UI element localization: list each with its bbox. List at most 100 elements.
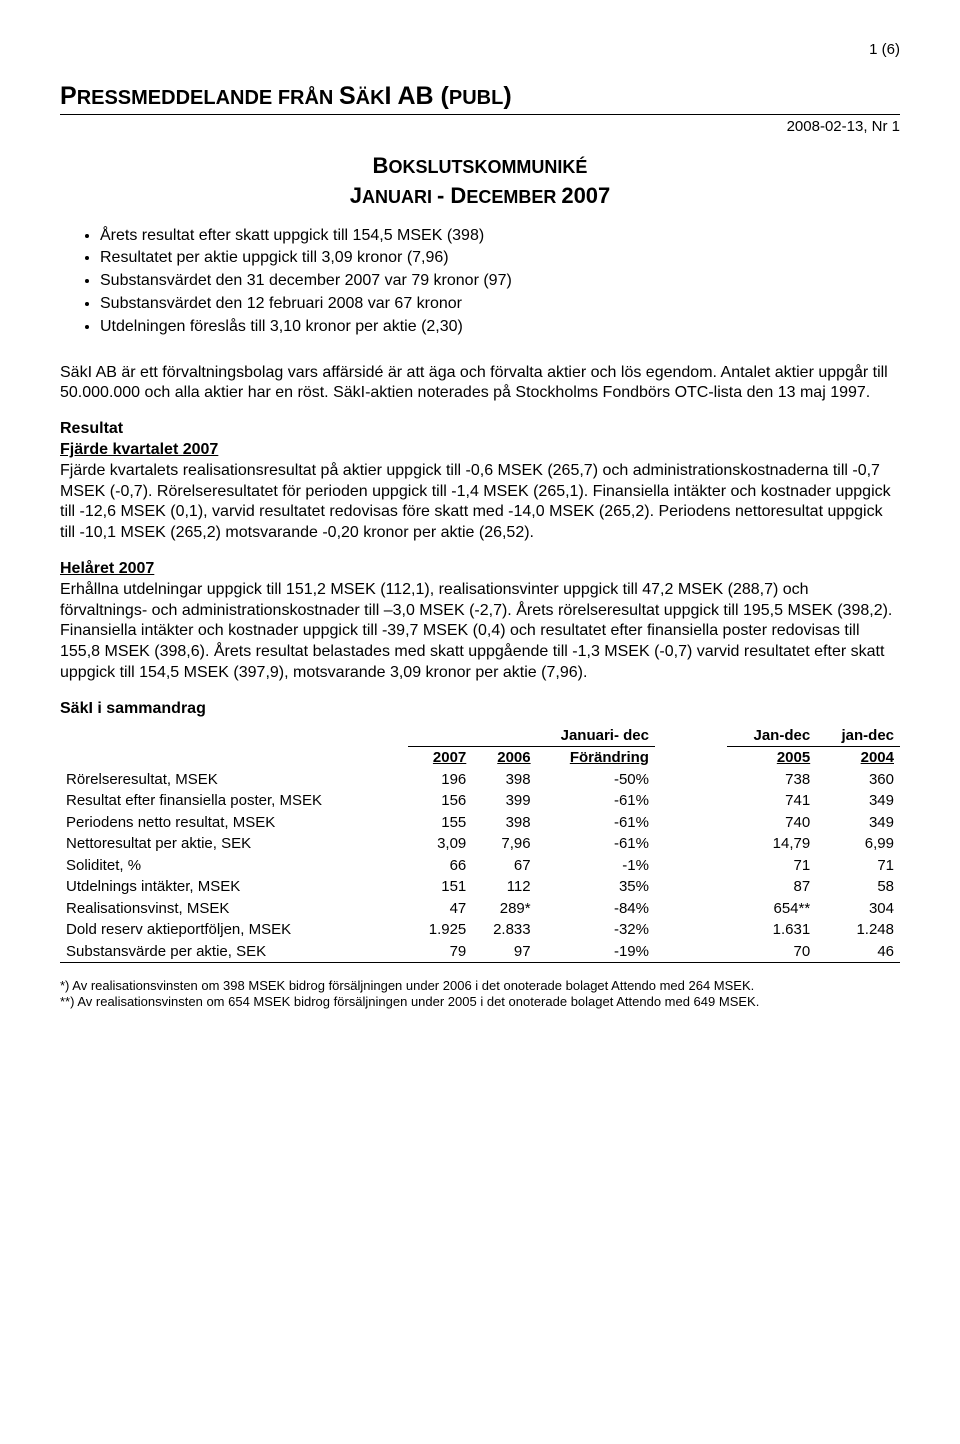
cell: 349: [816, 790, 900, 812]
row-label: Utdelnings intäkter, MSEK: [60, 876, 408, 898]
cell: -19%: [537, 941, 655, 963]
s2t1: J: [350, 183, 362, 208]
cell: 14,79: [727, 833, 816, 855]
bullet-item: Årets resultat efter skatt uppgick till …: [100, 226, 900, 247]
cell: 3,09: [408, 833, 472, 855]
cell: 58: [816, 876, 900, 898]
blank-header: [60, 747, 408, 769]
cell: -50%: [537, 769, 655, 791]
gap: [655, 725, 727, 747]
year-paragraph: Erhållna utdelningar uppgick till 151,2 …: [60, 580, 900, 684]
row-label: Substansvärde per aktie, SEK: [60, 941, 408, 963]
cell: 738: [727, 769, 816, 791]
cell: 6,99: [816, 833, 900, 855]
cell: 97: [472, 941, 536, 963]
table-row: Rörelseresultat, MSEK196398-50% 738360: [60, 769, 900, 791]
table-group-header: Januari- dec Jan-dec jan-dec: [60, 725, 900, 747]
col-2004: 2004: [816, 747, 900, 769]
cell: 1.925: [408, 919, 472, 941]
bullet-item: Resultatet per aktie uppgick till 3,09 k…: [100, 248, 900, 269]
cell: 46: [816, 941, 900, 963]
page-number: 1 (6): [60, 40, 900, 60]
cell: 1.631: [727, 919, 816, 941]
cell: 87: [727, 876, 816, 898]
table-row: Utdelnings intäkter, MSEK15111235% 8758: [60, 876, 900, 898]
gap: [655, 941, 727, 963]
cell: 47: [408, 898, 472, 920]
t5: I AB (: [385, 82, 449, 110]
main-title: PRESSMEDDELANDE FRÅN SÄKI AB (PUBL): [60, 80, 900, 116]
table-col-header: 2007 2006 Förändring 2005 2004: [60, 747, 900, 769]
cell: 398: [472, 769, 536, 791]
cell: 654**: [727, 898, 816, 920]
cell: 399: [472, 790, 536, 812]
cell: -1%: [537, 855, 655, 877]
s2t2: ANUARI: [362, 187, 437, 207]
cell: 79: [408, 941, 472, 963]
resultat-section: Resultat Fjärde kvartalet 2007 Fjärde kv…: [60, 419, 900, 684]
row-label: Periodens netto resultat, MSEK: [60, 812, 408, 834]
bullet-item: Utdelningen föreslås till 3,10 kronor pe…: [100, 317, 900, 338]
subtitle-2: JANUARI - DECEMBER 2007: [60, 182, 900, 211]
cell: 349: [816, 812, 900, 834]
blank-header: [60, 725, 408, 747]
resultat-heading: Resultat: [60, 419, 900, 440]
cell: -61%: [537, 812, 655, 834]
gap: [655, 855, 727, 877]
bullet-item: Substansvärdet den 12 februari 2008 var …: [100, 294, 900, 315]
group3-header: jan-dec: [816, 725, 900, 747]
cell: 112: [472, 876, 536, 898]
cell: 35%: [537, 876, 655, 898]
group2-header: Jan-dec: [727, 725, 816, 747]
col-2007: 2007: [408, 747, 472, 769]
col-change: Förändring: [537, 747, 655, 769]
cell: -84%: [537, 898, 655, 920]
t6: PUBL: [449, 87, 503, 109]
summary-heading: SäkI i sammandrag: [60, 699, 900, 720]
cell: -61%: [537, 790, 655, 812]
s2t6: 2007: [561, 183, 610, 208]
table-row: Soliditet, %6667-1%7171: [60, 855, 900, 877]
s2t3: -: [437, 183, 450, 208]
cell: 360: [816, 769, 900, 791]
gap: [655, 769, 727, 791]
cell: 155: [408, 812, 472, 834]
t4: ÄK: [356, 87, 385, 109]
gap: [655, 919, 727, 941]
t7: ): [503, 82, 511, 110]
cell: 398: [472, 812, 536, 834]
cell: 71: [816, 855, 900, 877]
cell: 304: [816, 898, 900, 920]
st1: B: [373, 153, 389, 178]
q4-paragraph: Fjärde kvartalets realisationsresultat p…: [60, 461, 900, 544]
footnote-2: **) Av realisationsvinsten om 654 MSEK b…: [60, 994, 900, 1010]
gap: [655, 747, 727, 769]
row-label: Rörelseresultat, MSEK: [60, 769, 408, 791]
st2: OKSLUTSKOMMUNIKÉ: [388, 157, 587, 177]
intro-paragraph: SäkI AB är ett förvaltningsbolag vars af…: [60, 363, 900, 405]
date-line: 2008-02-13, Nr 1: [60, 117, 900, 137]
cell: 2.833: [472, 919, 536, 941]
gap: [655, 790, 727, 812]
gap: [655, 812, 727, 834]
s2t4: D: [450, 183, 466, 208]
cell: 1.248: [816, 919, 900, 941]
cell: 740: [727, 812, 816, 834]
group1-header: Januari- dec: [408, 725, 655, 747]
t1: P: [60, 82, 77, 110]
cell: 741: [727, 790, 816, 812]
row-label: Soliditet, %: [60, 855, 408, 877]
table-row: Realisationsvinst, MSEK47289*-84%654**30…: [60, 898, 900, 920]
cell: 66: [408, 855, 472, 877]
cell: 289*: [472, 898, 536, 920]
cell: 151: [408, 876, 472, 898]
q4-heading: Fjärde kvartalet 2007: [60, 440, 900, 461]
row-label: Resultat efter finansiella poster, MSEK: [60, 790, 408, 812]
cell: -32%: [537, 919, 655, 941]
subtitle-1: BOKSLUTSKOMMUNIKÉ: [60, 152, 900, 181]
cell: 196: [408, 769, 472, 791]
bullet-item: Substansvärdet den 31 december 2007 var …: [100, 271, 900, 292]
table-row: Substansvärde per aktie, SEK7997-19%7046: [60, 941, 900, 963]
table-row: Nettoresultat per aktie, SEK3,097,96-61%…: [60, 833, 900, 855]
gap: [655, 833, 727, 855]
